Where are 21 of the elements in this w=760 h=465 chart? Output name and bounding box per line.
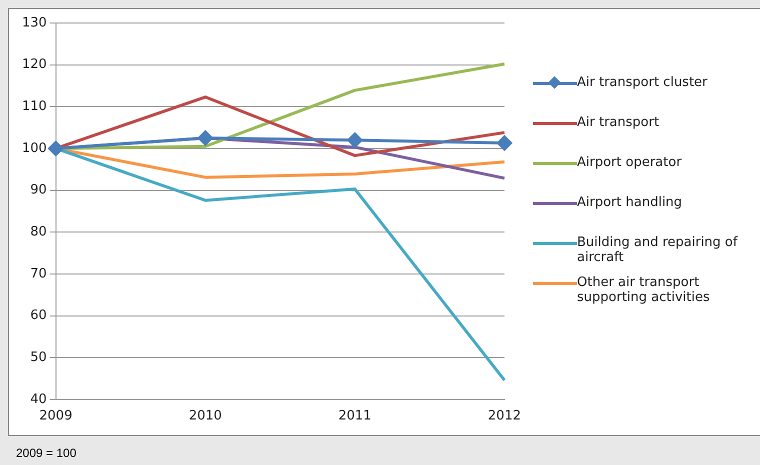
y-tick-label: 70 (30, 266, 47, 282)
legend-label: Airport operator (577, 155, 682, 170)
x-tick-label: 2010 (188, 408, 222, 424)
y-tick-label: 40 (30, 392, 47, 407)
y-tick-label: 120 (22, 57, 47, 72)
y-tick-label: 80 (30, 224, 47, 240)
legend-label: Building and repairing of aircraft (577, 235, 739, 265)
y-tick-label: 50 (30, 350, 47, 365)
x-tick-label: 2009 (39, 408, 72, 424)
legend-label: Other air transport supporting activities (577, 275, 711, 305)
legend-label: Air transport cluster (577, 75, 708, 90)
legend-label: Air transport (577, 115, 660, 130)
text: 2009 = 100 (16, 446, 76, 460)
x-tick-label: 2011 (338, 408, 372, 424)
y-tick-label: 100 (22, 140, 47, 156)
y-tick-label: 110 (22, 99, 47, 114)
y-tick-label: 60 (30, 308, 47, 324)
x-tick-label: 2012 (488, 408, 522, 424)
y-tick-label: 130 (22, 15, 47, 30)
legend-label: Airport handling (577, 195, 682, 210)
y-tick-label: 90 (30, 182, 47, 198)
